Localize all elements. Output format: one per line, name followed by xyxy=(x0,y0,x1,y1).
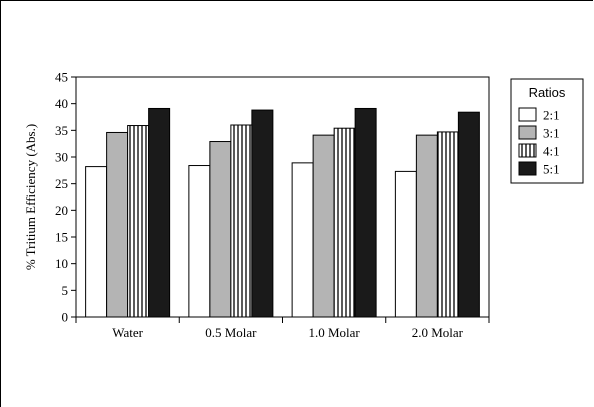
y-tick-label: 5 xyxy=(62,283,69,298)
bar-3-1-1-0-molar xyxy=(312,134,335,318)
bar-2-1-water xyxy=(85,166,108,318)
legend-label: 4:1 xyxy=(543,144,560,159)
bar-5-1-2-0-molar xyxy=(457,111,480,318)
x-category-label: Water xyxy=(112,325,143,340)
y-tick-label: 45 xyxy=(55,70,68,85)
legend-swatch xyxy=(518,125,537,140)
bar-2-1-2-0-molar xyxy=(394,170,417,318)
bar-5-1-0-5-molar xyxy=(251,109,274,318)
legend-label: 2:1 xyxy=(543,108,560,123)
y-tick-label: 40 xyxy=(55,96,68,111)
x-category-label: 1.0 Molar xyxy=(308,325,360,340)
legend-label: 3:1 xyxy=(543,126,560,141)
bar-3-1-0-5-molar xyxy=(209,141,232,318)
y-tick-label: 20 xyxy=(55,203,68,218)
y-axis: 0 5 10 15 20 25 30 35 40 45 xyxy=(55,70,76,325)
bar-3-1-2-0-molar xyxy=(415,134,438,318)
bar-5-1-1-0-molar xyxy=(354,107,377,318)
bar-series-group xyxy=(85,107,480,318)
legend-label: 5:1 xyxy=(543,162,560,177)
y-tick-label: 10 xyxy=(55,256,68,271)
bar-2-1-1-0-molar xyxy=(291,162,314,318)
y-axis-title: % Tritium Efficiency (Abs.) xyxy=(23,124,38,270)
bar-3-1-water xyxy=(106,131,129,318)
legend-title: Ratios xyxy=(529,85,566,100)
x-category-label: 2.0 Molar xyxy=(412,325,464,340)
legend-swatch xyxy=(518,107,537,122)
y-tick-label: 25 xyxy=(55,176,68,191)
y-tick-label: 35 xyxy=(55,123,68,138)
y-tick-label: 0 xyxy=(62,310,69,325)
bar-4-1-0-5-molar xyxy=(230,124,253,318)
bar-4-1-1-0-molar xyxy=(333,127,356,318)
bar-5-1-water xyxy=(148,107,171,318)
y-tick-label: 15 xyxy=(55,230,68,245)
legend-swatch xyxy=(518,143,537,158)
legend: Ratios 2:1 3:1 4:1 5:1 xyxy=(510,78,584,184)
bar-4-1-2-0-molar xyxy=(436,131,459,318)
bar-2-1-0-5-molar xyxy=(188,165,211,318)
bar-4-1-water xyxy=(127,125,150,318)
legend-swatch xyxy=(518,161,537,176)
x-category-label: 0.5 Molar xyxy=(205,325,257,340)
y-tick-label: 30 xyxy=(55,150,68,165)
x-axis: Water 0.5 Molar 1.0 Molar 2.0 Molar xyxy=(75,317,490,340)
